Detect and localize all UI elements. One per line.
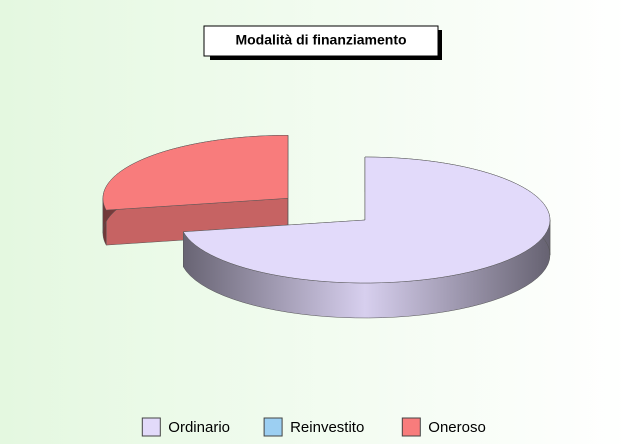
legend-swatch: [263, 417, 283, 437]
slice-top: [102, 135, 289, 211]
legend-label: Reinvestito: [290, 419, 364, 436]
legend-swatch: [141, 417, 161, 437]
legend-label: Oneroso: [428, 419, 486, 436]
slice: [182, 156, 551, 319]
legend-swatch: [401, 417, 421, 437]
slice-top: [182, 156, 551, 284]
chart-title: Modalità di finanziamento: [235, 32, 406, 48]
pie: [102, 135, 551, 319]
legend: Ordinario Reinvestito Oneroso: [141, 417, 486, 437]
legend-label: Ordinario: [168, 419, 230, 436]
title-box: [203, 25, 439, 57]
